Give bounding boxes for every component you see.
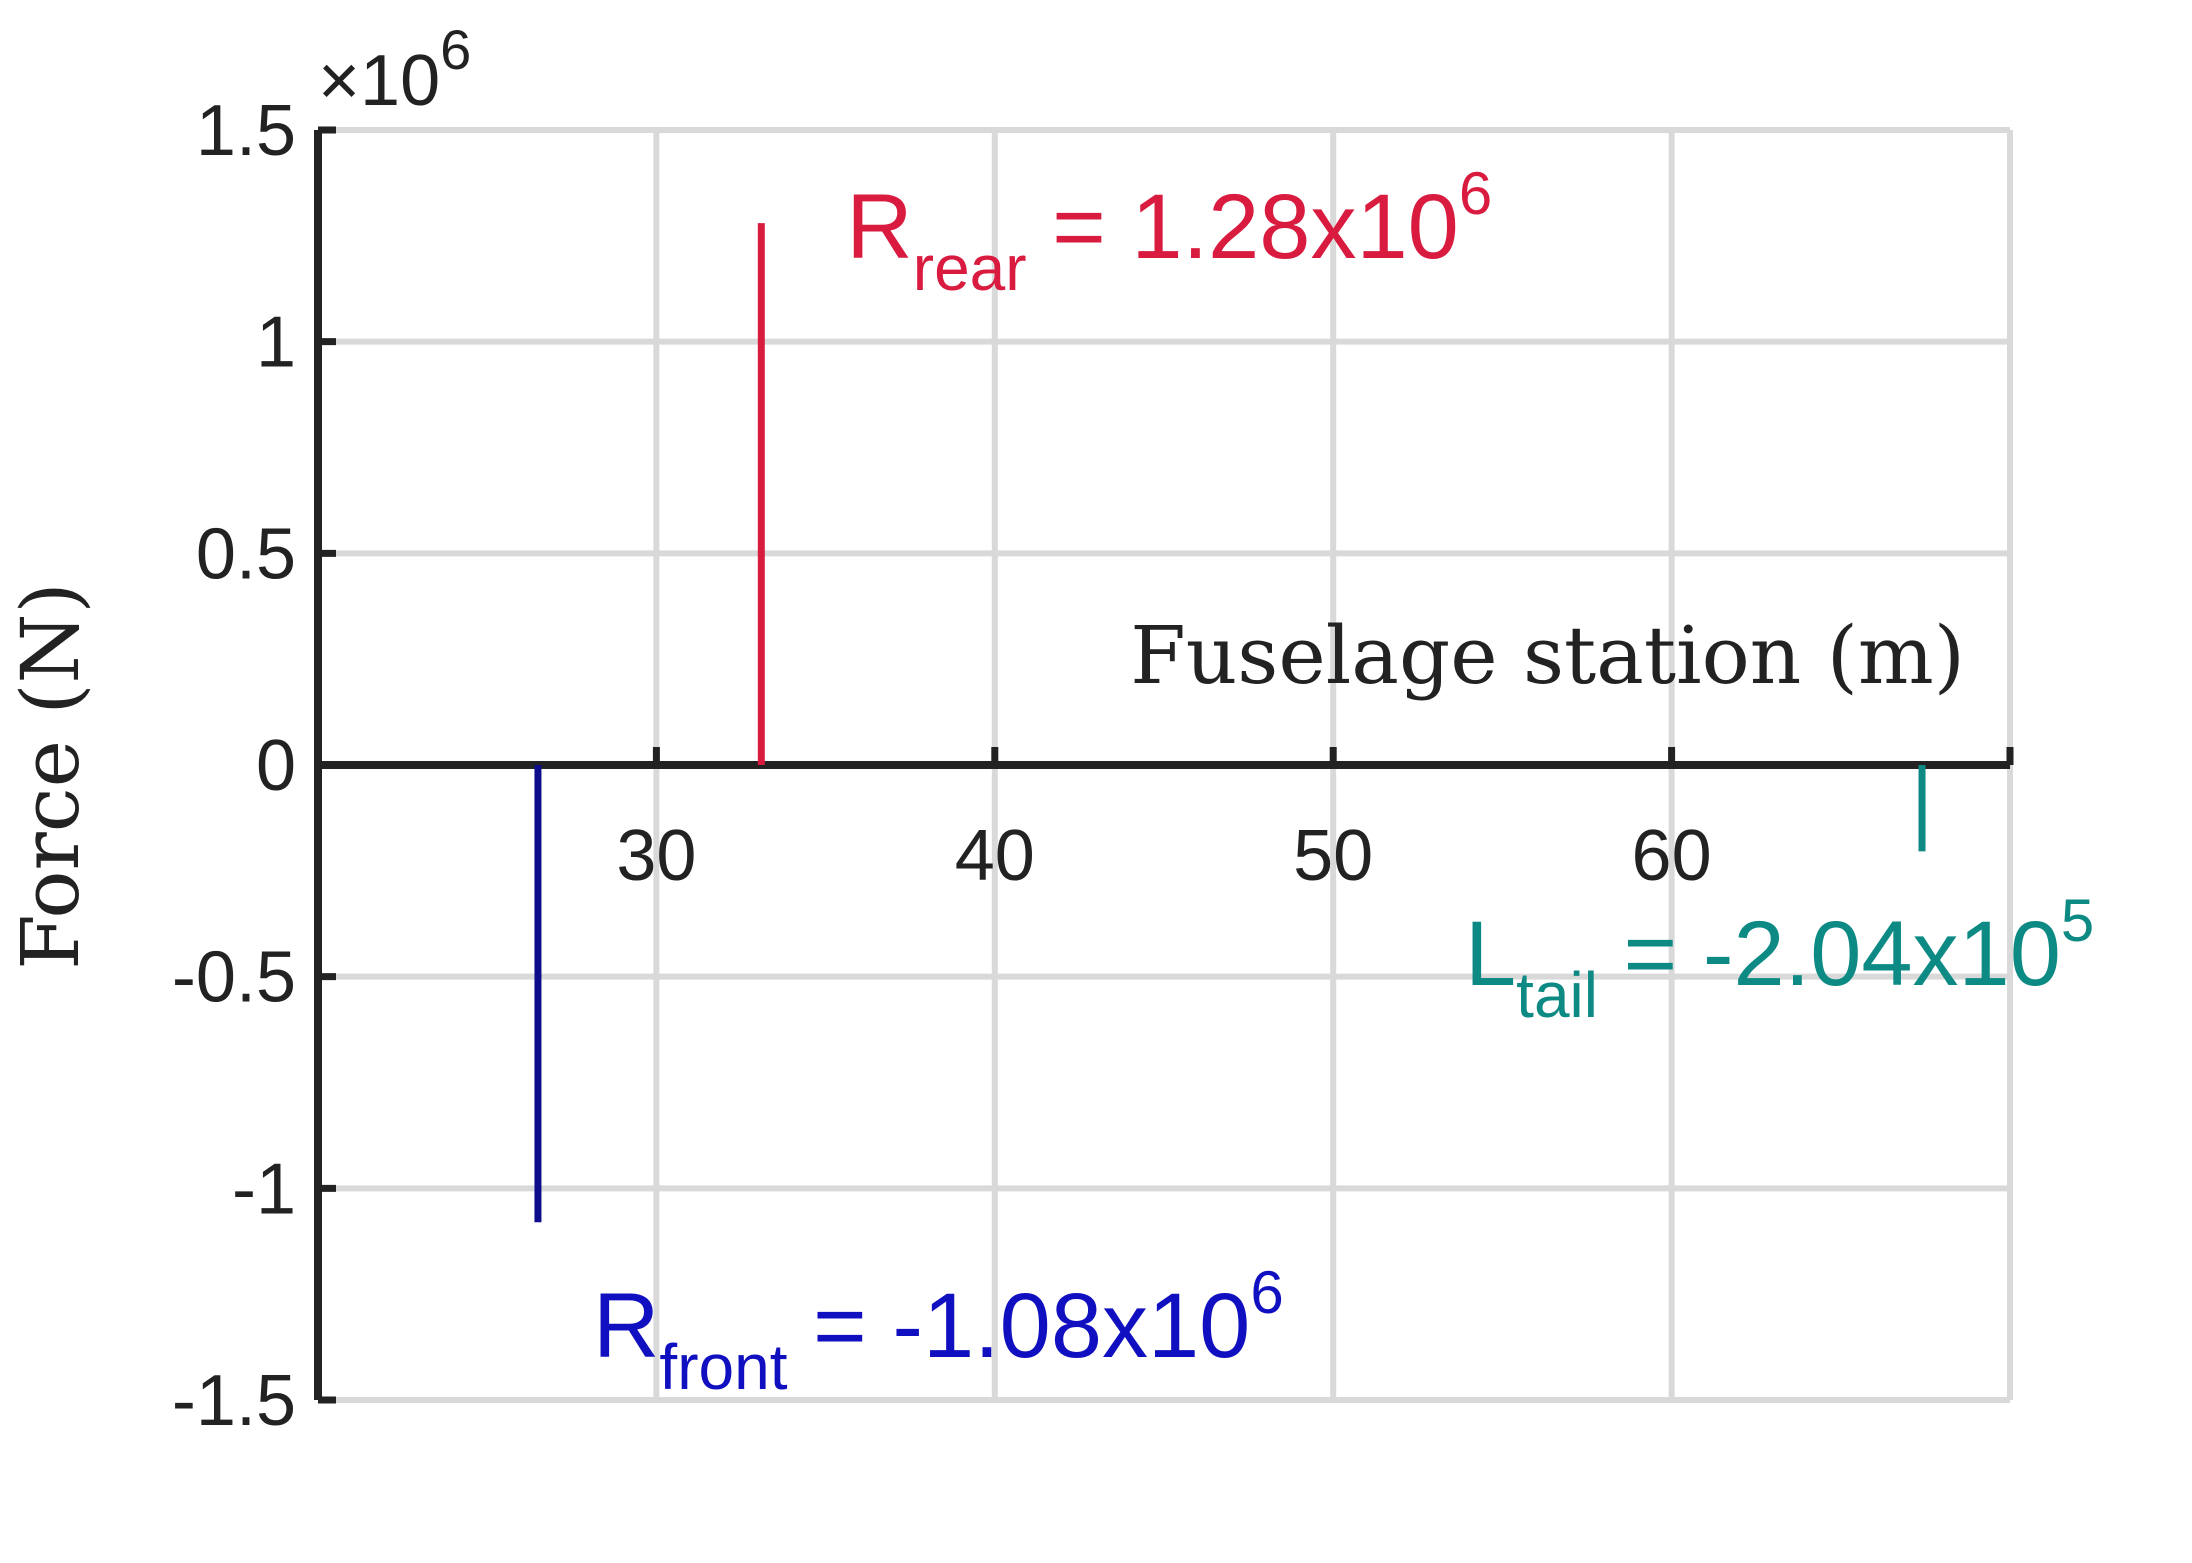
annotation-exponent: 5 bbox=[2061, 887, 2094, 954]
y-tick-label-2: -0.5 bbox=[172, 938, 296, 1018]
y-tick-label-0: -1.5 bbox=[172, 1361, 296, 1441]
y-tick-label-3: 0 bbox=[256, 726, 296, 806]
annotation-rear: Rrear = 1.28x106 bbox=[846, 160, 1492, 304]
annotation-front: Rfront = -1.08x106 bbox=[593, 1259, 1284, 1403]
y-exponent-power: 6 bbox=[440, 18, 471, 81]
annotation-symbol: R bbox=[846, 176, 912, 278]
y-tick-label-6: 1.5 bbox=[196, 91, 296, 171]
annotation-value: = 1.28x10 bbox=[1027, 176, 1459, 278]
x-tick-label-1: 40 bbox=[955, 816, 1035, 896]
force-bars bbox=[534, 223, 1926, 1223]
annotation-exponent: 6 bbox=[1250, 1259, 1283, 1326]
annotation-value: = -1.08x10 bbox=[787, 1275, 1250, 1377]
annotation-subscript: rear bbox=[913, 232, 1027, 304]
y-axis-label: Force (N) bbox=[4, 582, 97, 970]
annotation-symbol: L bbox=[1465, 903, 1516, 1005]
tick-labels: -1.5 -1 -0.5 0 0.5 1 1.5 30 40 50 60 bbox=[172, 91, 1712, 1441]
y-tick-label-4: 0.5 bbox=[196, 514, 296, 594]
annotation-tail: Ltail = -2.04x105 bbox=[1465, 887, 2094, 1031]
annotation-exponent: 6 bbox=[1459, 160, 1492, 227]
y-exponent-base: ×10 bbox=[318, 41, 440, 121]
x-tick-label-2: 50 bbox=[1293, 816, 1373, 896]
annotation-value: = -2.04x10 bbox=[1598, 903, 2061, 1005]
annotation-subscript: front bbox=[659, 1331, 787, 1403]
annotation-subscript: tail bbox=[1516, 959, 1598, 1031]
x-tick-label-0: 30 bbox=[616, 816, 696, 896]
y-tick-label-1: -1 bbox=[232, 1149, 296, 1229]
annotation-symbol: R bbox=[593, 1275, 659, 1377]
y-tick-label-5: 1 bbox=[256, 303, 296, 383]
x-tick-label-3: 60 bbox=[1632, 816, 1712, 896]
y-exponent-label: ×106 bbox=[318, 18, 471, 121]
x-axis-label: Fuselage station (m) bbox=[1130, 609, 1965, 702]
axes bbox=[314, 126, 2014, 1404]
